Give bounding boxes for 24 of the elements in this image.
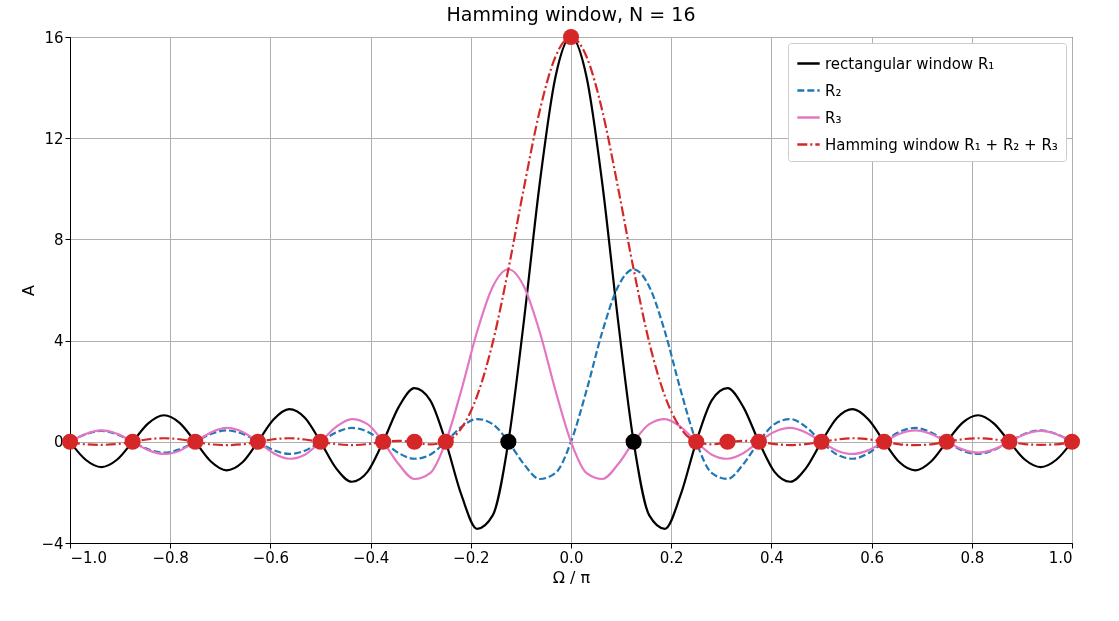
x-tick-label: 0.4	[759, 548, 784, 567]
y-axis-title: A	[19, 284, 39, 296]
x-tick-label: −1.0	[70, 548, 107, 567]
y-tick-label: 0	[53, 433, 64, 452]
x-tick-label: 1.0	[1048, 548, 1073, 567]
x-tick-label: 0.8	[960, 548, 985, 567]
y-tick-label: −4	[41, 534, 64, 553]
chart-title: Hamming window, N = 16	[446, 2, 696, 25]
x-tick-label: 0.2	[659, 548, 684, 567]
x-tick-label: 0.0	[559, 548, 584, 567]
y-tick-label: 8	[53, 230, 64, 249]
y-tick-label: 4	[53, 332, 64, 351]
x-axis-title: Ω / π	[552, 567, 591, 587]
x-tick-label: 0.6	[860, 548, 885, 567]
legend-label: R₂	[825, 81, 842, 100]
y-tick-label: 16	[44, 28, 64, 47]
legend-label: Hamming window R₁ + R₂ + R₃	[825, 135, 1058, 154]
x-tick-label: −0.4	[352, 548, 390, 567]
x-tick-label: −0.6	[252, 548, 290, 567]
legend-label: R₃	[825, 108, 842, 127]
x-tick-label: −0.8	[152, 548, 189, 567]
y-tick-label: 12	[44, 129, 64, 148]
legend-label: rectangular window R₁	[825, 54, 995, 73]
x-tick-label: −0.2	[453, 548, 490, 567]
